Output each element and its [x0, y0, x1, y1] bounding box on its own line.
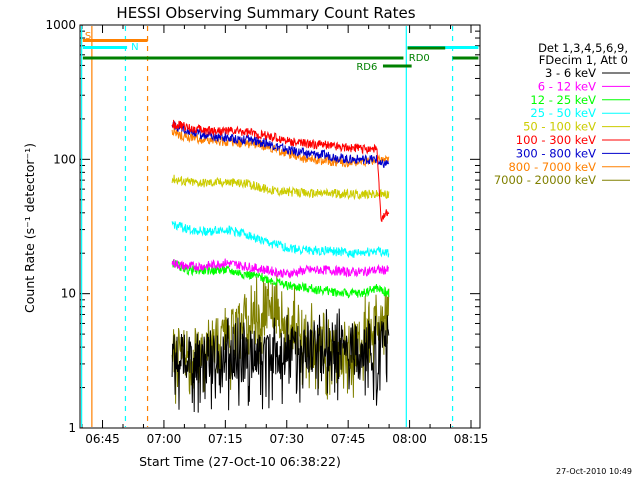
x-tick-label: 06:45 — [85, 432, 120, 446]
series-line-100-300kev — [171, 119, 390, 223]
flag-label: RD6 — [356, 62, 377, 73]
y-tick-label: 10 — [61, 287, 76, 301]
legend-header-2: FDecim 1, Att 0 — [539, 53, 628, 67]
flag-label: S — [85, 31, 91, 42]
flag-label: RD0 — [409, 53, 430, 64]
series-line-6-12kev — [171, 258, 389, 279]
series-line-7000-20000kev — [171, 274, 390, 404]
legend-label: 800 - 7000 keV — [508, 160, 596, 174]
series-group — [171, 119, 390, 413]
time-markers — [81, 26, 454, 427]
legend-label: 25 - 50 keV — [530, 106, 596, 120]
x-tick-label: 08:15 — [454, 432, 489, 446]
legend-header-1: Det 1,3,4,5,6,9, — [538, 41, 628, 55]
x-tick-label: 08:00 — [392, 432, 427, 446]
y-tick-label: 1 — [68, 421, 76, 435]
series-line-800-7000kev — [171, 127, 390, 168]
legend-label: 3 - 6 keV — [545, 66, 596, 80]
legend-label: 12 - 25 keV — [530, 93, 596, 107]
x-tick-label: 07:15 — [208, 432, 243, 446]
series-line-25-50kev — [171, 221, 390, 259]
generated-timestamp: 27-Oct-2010 10:49 — [556, 467, 632, 476]
x-tick-label: 07:00 — [147, 432, 182, 446]
flag-label: N — [131, 42, 138, 53]
legend: Det 1,3,4,5,6,9, FDecim 1, Att 0 3 - 6 k… — [494, 41, 630, 187]
x-axis-label: Start Time (27-Oct-10 06:38:22) — [139, 454, 341, 469]
y-axis: 1 10 100 1000 — [45, 18, 480, 435]
x-axis: 06:45 07:00 07:15 07:30 07:45 08:00 08:15 — [81, 25, 489, 446]
y-tick-label: 100 — [53, 152, 76, 166]
y-tick-label: 1000 — [45, 18, 76, 32]
legend-label: 300 - 800 keV — [516, 146, 596, 160]
chart-title: HESSI Observing Summary Count Rates — [116, 4, 415, 22]
series-line-50-100kev — [171, 174, 390, 201]
legend-label: 7000 - 20000 keV — [494, 173, 596, 187]
x-tick-label: 07:45 — [331, 432, 366, 446]
legend-label: 6 - 12 keV — [538, 79, 596, 93]
legend-label: 50 - 100 keV — [523, 120, 596, 134]
state-flags: S N RD0 RD6 — [82, 31, 479, 73]
series-line-3-6kev — [171, 308, 390, 413]
legend-label: 100 - 300 keV — [516, 133, 596, 147]
series-line-12-25kev — [171, 259, 390, 299]
y-axis-label: Count Rate (s⁻¹ detector⁻¹) — [22, 143, 37, 313]
x-tick-label: 07:30 — [269, 432, 304, 446]
